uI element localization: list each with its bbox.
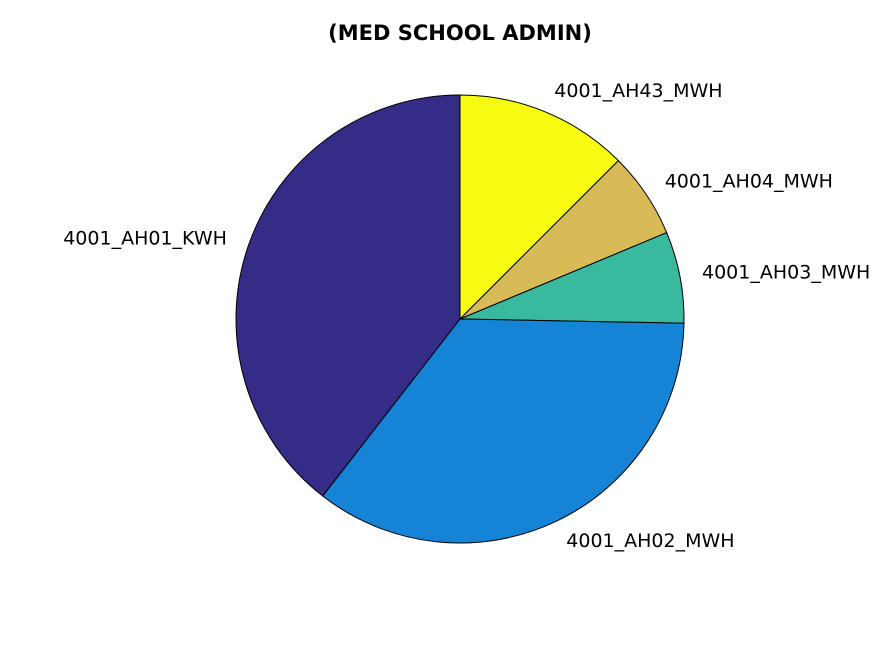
pie-label-4001-ah04-mwh: 4001_AH04_MWH: [665, 170, 833, 192]
pie-slices: [235, 94, 685, 544]
pie-slice-4001-ah43-mwh: [459, 94, 620, 321]
pie-label-4001-ah02-mwh: 4001_AH02_MWH: [566, 530, 734, 552]
pie-labels: 4001_AH43_MWH 4001_AH04_MWH 4001_AH03_MWH 4…: [63, 80, 870, 552]
pie-slice-4001-ah02-mwh: [322, 318, 685, 544]
pie-label-4001-ah03-mwh: 4001_AH03_MWH: [702, 261, 870, 283]
pie-label-4001-ah43-mwh: 4001_AH43_MWH: [554, 80, 722, 102]
chart-title: (MED SCHOOL ADMIN): [328, 21, 592, 45]
pie-slice-4001-ah01-kwh: [235, 94, 461, 497]
pie-label-4001-ah01-kwh: 4001_AH01_KWH: [63, 228, 227, 250]
